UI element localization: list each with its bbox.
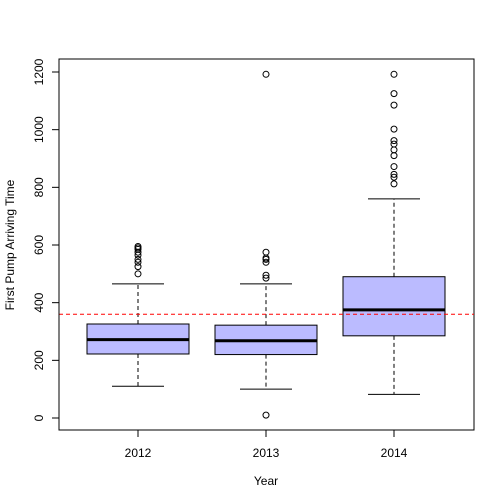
box-2014 — [342, 70, 446, 395]
outlier-point — [262, 411, 270, 419]
outlier-point — [390, 140, 398, 148]
outlier-point — [390, 163, 398, 171]
outlier-point — [390, 101, 398, 109]
outlier-point — [390, 125, 398, 133]
plot-frame — [58, 58, 475, 431]
x-axis: 2012 2013 2014 — [125, 429, 408, 460]
outlier-point — [262, 248, 270, 256]
iqr-box — [342, 276, 446, 337]
x-axis-label: Year — [254, 474, 278, 488]
y-tick-label: 0 — [32, 414, 46, 421]
x-tick-label: 2014 — [381, 446, 408, 460]
y-tick-label: 1000 — [32, 116, 46, 143]
outlier-point — [262, 274, 270, 282]
x-tick-label: 2012 — [125, 446, 152, 460]
outlier-point — [134, 242, 142, 250]
outlier-point — [134, 263, 142, 271]
y-tick-label: 800 — [32, 177, 46, 197]
outlier-point — [390, 90, 398, 98]
outlier-point — [390, 70, 398, 78]
outlier-point — [390, 137, 398, 145]
outlier-point — [390, 173, 398, 181]
outlier-point — [390, 146, 398, 154]
outlier-point — [134, 270, 142, 278]
y-tick-label: 400 — [32, 292, 46, 312]
box-2012 — [86, 242, 190, 387]
outlier-point — [134, 258, 142, 266]
outlier-point — [134, 255, 142, 263]
y-tick-label: 1200 — [32, 58, 46, 85]
outlier-point — [262, 271, 270, 279]
y-tick-label: 600 — [32, 235, 46, 255]
outlier-point — [262, 258, 270, 266]
box-2013 — [214, 70, 318, 419]
box-group — [86, 70, 446, 419]
y-axis-label: First Pump Arriving Time — [3, 179, 17, 310]
x-tick-label: 2013 — [253, 446, 280, 460]
outlier-point — [262, 70, 270, 78]
y-axis: 0 200 400 600 800 1000 1200 — [32, 58, 60, 421]
outlier-point — [390, 170, 398, 178]
y-tick-label: 200 — [32, 350, 46, 370]
outlier-point — [390, 152, 398, 160]
outlier-point — [390, 180, 398, 188]
